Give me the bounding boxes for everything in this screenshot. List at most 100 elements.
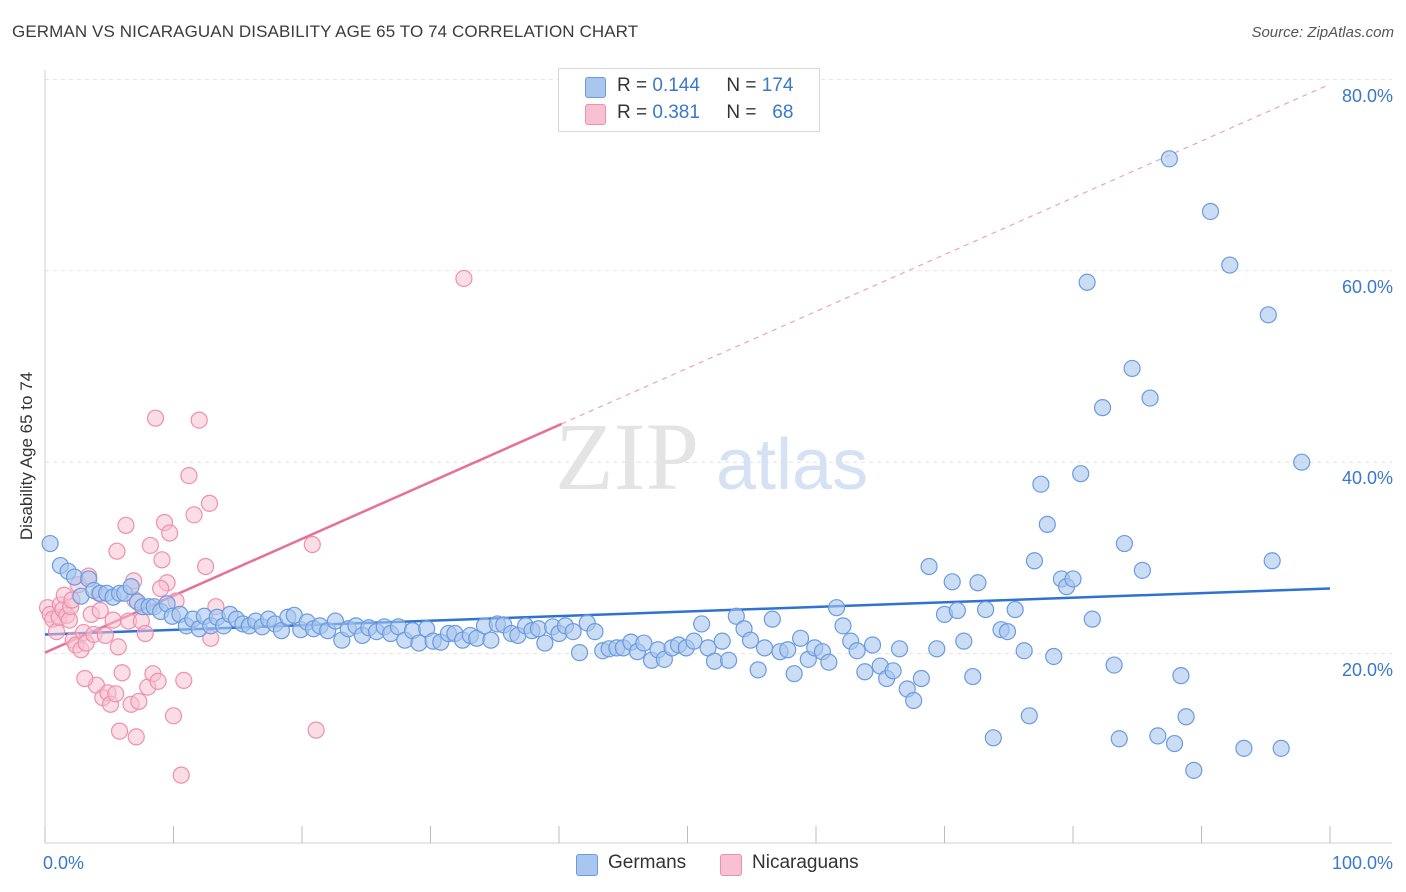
germans-point (905, 691, 923, 710)
nicaraguans-point (104, 611, 122, 629)
germans-point (1165, 734, 1184, 753)
germans-point (536, 634, 554, 652)
germans-point (749, 661, 767, 679)
germans-point (122, 578, 140, 596)
germans-point (713, 632, 731, 650)
germans-point (1064, 570, 1082, 588)
x-tick-label-min: 0.0% (43, 853, 85, 873)
germans-point (685, 632, 703, 650)
axes (44, 70, 1392, 844)
germans-point (969, 574, 987, 592)
germans-point (1083, 610, 1101, 628)
germans-point (955, 632, 973, 650)
germans-points (41, 150, 1311, 779)
nicaraguans-point (127, 728, 145, 746)
germans-point (834, 617, 852, 635)
y-axis-title: Disability Age 65 to 74 (17, 371, 36, 541)
germans-point (791, 629, 810, 647)
x-tick-label-max: 100.0% (1331, 853, 1393, 873)
nicaraguans-point (200, 494, 219, 512)
germans-point (1293, 453, 1311, 471)
germans-point (65, 568, 84, 586)
germans-point (1072, 465, 1090, 483)
germans-point (410, 634, 428, 652)
germans-point (1015, 642, 1033, 660)
germans-point (1105, 656, 1123, 674)
nicaraguans-n-value: 68 (772, 102, 794, 123)
germans-n-value: 174 (761, 75, 794, 96)
germans-point (1020, 707, 1038, 725)
germans-swatch (585, 77, 606, 98)
watermark: ZIP atlas (555, 403, 868, 510)
watermark-zip: ZIP (555, 403, 699, 510)
nicaraguans-point (130, 692, 148, 711)
nicaraguans-point (76, 669, 94, 688)
nicaraguans-swatch (585, 104, 606, 125)
germans-point (998, 622, 1017, 641)
nicaraguans-point (197, 557, 215, 576)
nicaraguans-point (113, 664, 131, 682)
germans-legend-label: Germans (608, 852, 687, 873)
germans-point (1201, 202, 1220, 221)
germans-point (1115, 534, 1134, 553)
germans-point (326, 612, 345, 630)
y-tick-label-60: 60.0% (1341, 277, 1393, 297)
germans-point (635, 634, 653, 652)
germans-point (693, 615, 711, 633)
nicaraguans-point (107, 685, 125, 703)
germans-point (763, 610, 781, 628)
nicaraguans-legend-swatch (720, 854, 742, 876)
chart-title: GERMAN VS NICARAGUAN DISABILITY AGE 65 T… (12, 22, 639, 41)
nicaraguans-point (108, 542, 126, 560)
germans-point (948, 601, 966, 620)
germans-point (720, 651, 738, 669)
nicaraguans-point (109, 638, 127, 656)
nicaraguans-point (455, 269, 473, 288)
germans-point (964, 667, 982, 686)
germans-point (1045, 647, 1063, 666)
germans-point (779, 641, 797, 659)
germans-point (928, 640, 946, 658)
germans-point (482, 631, 500, 649)
nicaraguans-point (190, 411, 208, 429)
germans-point (1006, 600, 1024, 619)
germans-point (1235, 739, 1253, 757)
nicaraguans-point (172, 766, 190, 784)
nicaraguans-r-value: 0.381 (652, 102, 700, 123)
germans-point (863, 636, 882, 654)
nicaraguans-point (146, 409, 165, 427)
germans-point (1259, 306, 1277, 324)
germans-point (529, 620, 548, 638)
germans-point (570, 644, 589, 662)
nicaraguans-point (152, 579, 170, 598)
germans-point (1160, 150, 1178, 168)
germans-point (727, 607, 745, 625)
germans-point (586, 622, 604, 641)
germans-point (820, 653, 838, 671)
germans-point (856, 663, 874, 681)
germans-point (741, 631, 760, 649)
nicaraguans-n-label: N = (726, 102, 757, 123)
nicaraguans-point (141, 536, 159, 555)
germans-point (1032, 475, 1050, 493)
y-tick-label-20: 20.0% (1341, 660, 1393, 680)
germans-point (884, 662, 902, 680)
nicaraguans-point (161, 524, 179, 542)
nicaraguans-point (180, 466, 198, 485)
germans-point (984, 729, 1002, 747)
germans-point (1123, 359, 1141, 378)
germans-point (848, 642, 866, 660)
nicaraguans-r-label: R = (617, 102, 648, 123)
germans-point (564, 622, 582, 641)
correlation-legend: R = 0.144 N = 174 R = 0.381 N = 68 (558, 68, 820, 132)
nicaraguans-point (110, 722, 129, 740)
nicaraguans-point (153, 551, 171, 569)
germans-point (1221, 256, 1239, 274)
germans-point (1038, 515, 1056, 534)
germans-point (1185, 761, 1203, 779)
germans-point (920, 557, 938, 576)
nicaraguans-point (117, 516, 135, 534)
germans-point (1149, 727, 1167, 745)
nicaraguans-point (175, 671, 193, 689)
